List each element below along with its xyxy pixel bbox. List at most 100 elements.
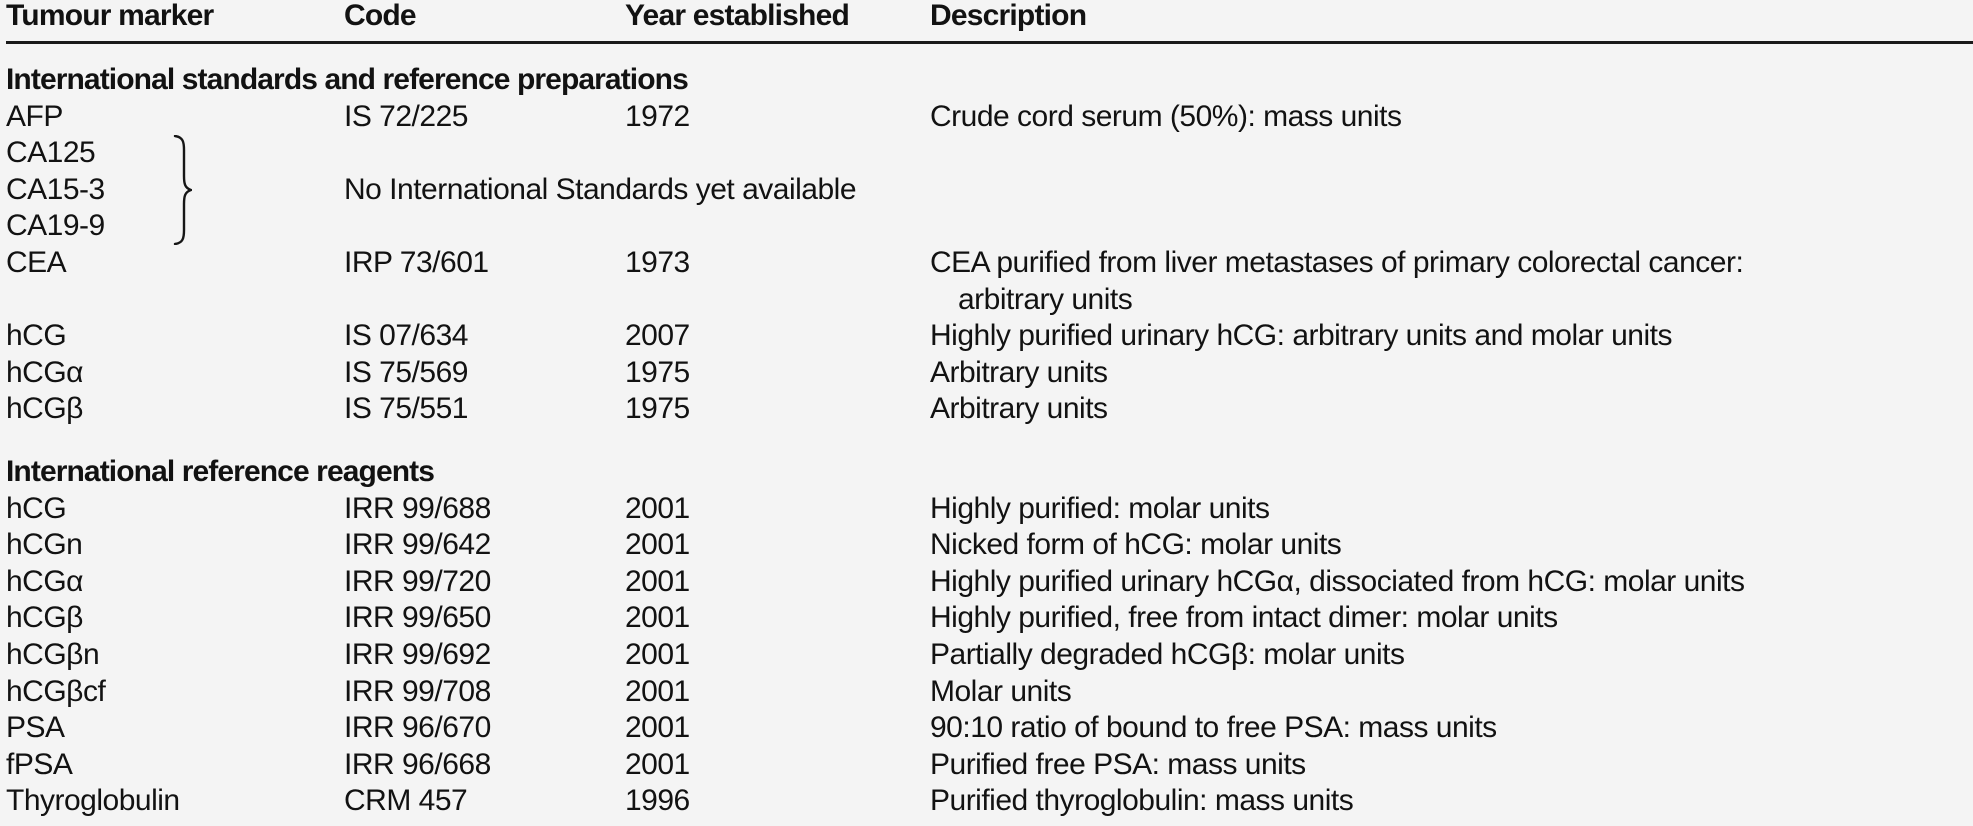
year-cell: 1975 xyxy=(625,355,690,389)
code-cell: IRR 99/692 xyxy=(344,637,491,671)
table-row: hCGα IS 75/569 1975 Arbitrary units xyxy=(6,355,1973,392)
bracket-row-group: CA125 CA15-3 CA19-9 No International Standa… xyxy=(6,134,1973,246)
marker-cell: hCGα xyxy=(6,355,84,389)
code-cell: IS 75/569 xyxy=(344,355,468,389)
marker-cell: hCG xyxy=(6,491,67,525)
description-cell: Highly purified urinary hCGα, dissociate… xyxy=(930,564,1973,601)
description-line: Partially degraded hCGβ: molar units xyxy=(930,637,1405,671)
marker-cell: CA15-3 xyxy=(6,172,105,206)
marker-cell: hCGβ xyxy=(6,392,83,426)
marker-cell: PSA xyxy=(6,711,65,745)
code-cell: IRP 73/601 xyxy=(344,245,489,279)
code-cell: IS 07/634 xyxy=(344,319,468,353)
description-cell: Nicked form of hCG: molar units xyxy=(930,527,1973,564)
year-cell: 1996 xyxy=(625,784,690,818)
code-cell: IRR 96/670 xyxy=(344,711,491,745)
description-cell: Arbitrary units xyxy=(930,355,1973,392)
marker-cell: hCGn xyxy=(6,528,83,562)
year-cell: 1973 xyxy=(625,245,690,279)
year-cell: 2001 xyxy=(625,637,690,671)
description-cell: Highly purified: molar units xyxy=(930,491,1973,528)
description-line: Highly purified: molar units xyxy=(930,491,1270,525)
marker-cell: hCGα xyxy=(6,564,84,598)
section-title: International reference reagents xyxy=(6,454,435,488)
table-row: Thyroglobulin CRM 457 1996 Purified thyrogl… xyxy=(6,783,1973,820)
table-row: AFP IS 72/225 1972 Crude cord serum (50%): … xyxy=(6,99,1973,136)
code-cell: IRR 99/708 xyxy=(344,674,491,708)
table-header-row: Tumour marker Code Year established Desc… xyxy=(6,0,1973,44)
description-cell: Partially degraded hCGβ: molar units xyxy=(930,637,1973,674)
year-cell: 1975 xyxy=(625,392,690,426)
description-line: Highly purified urinary hCGα, dissociate… xyxy=(930,564,1745,598)
code-cell: IRR 99/688 xyxy=(344,491,491,525)
code-cell: IS 72/225 xyxy=(344,99,468,133)
marker-cell: hCGβ xyxy=(6,601,83,635)
description-line: Nicked form of hCG: molar units xyxy=(930,528,1342,562)
description-cell: Crude cord serum (50%): mass units xyxy=(930,99,1973,136)
code-cell: IRR 99/650 xyxy=(344,601,491,635)
description-line: Purified thyroglobulin: mass units xyxy=(930,784,1354,818)
description-line: Purified free PSA: mass units xyxy=(930,747,1306,781)
year-cell: 2001 xyxy=(625,564,690,598)
marker-cell: hCG xyxy=(6,319,67,353)
code-cell: IRR 99/720 xyxy=(344,564,491,598)
table-row: hCGβ IS 75/551 1975 Arbitrary units xyxy=(6,391,1973,428)
table-row: hCG IRR 99/688 2001 Highly purified: molar … xyxy=(6,491,1973,528)
description-line: Highly purified urinary hCG: arbitrary u… xyxy=(930,319,1673,353)
description-cell: Molar units xyxy=(930,674,1973,711)
table-row: hCGβcf IRR 99/708 2001 Molar units xyxy=(6,674,1973,711)
description-line: Crude cord serum (50%): mass units xyxy=(930,99,1402,133)
marker-cell: AFP xyxy=(6,99,63,133)
table-row: hCGα IRR 99/720 2001 Highly purified urinar… xyxy=(6,564,1973,601)
year-cell: 2001 xyxy=(625,711,690,745)
column-header-year-established: Year established xyxy=(625,0,850,32)
column-header-description: Description xyxy=(930,0,1087,32)
description-line: 90:10 ratio of bound to free PSA: mass u… xyxy=(930,711,1497,745)
column-header-code: Code xyxy=(344,0,417,32)
description-cell: Arbitrary units xyxy=(930,391,1973,428)
description-line: arbitrary units xyxy=(958,282,1133,316)
year-cell: 2001 xyxy=(625,747,690,781)
year-cell: 2001 xyxy=(625,528,690,562)
section-title: International standards and reference pr… xyxy=(6,63,689,96)
year-cell: 1972 xyxy=(625,99,690,133)
code-cell: IRR 99/642 xyxy=(344,528,491,562)
description-cell: Purified thyroglobulin: mass units xyxy=(930,783,1973,820)
table-row: hCG IS 07/634 2007 Highly purified urinary … xyxy=(6,318,1973,355)
marker-cell: hCGβcf xyxy=(6,674,106,708)
marker-cell: Thyroglobulin xyxy=(6,784,180,818)
table-body: International standards and reference pr… xyxy=(6,62,1973,820)
description-line: CEA purified from liver metastases of pr… xyxy=(930,245,1744,279)
code-cell: CRM 457 xyxy=(344,784,468,818)
description-cell: Purified free PSA: mass units xyxy=(930,747,1973,784)
description-cell: CEA purified from liver metastases of pr… xyxy=(930,245,1973,318)
code-cell: IRR 96/668 xyxy=(344,747,491,781)
description-line: Highly purified, free from intact dimer:… xyxy=(930,601,1558,635)
marker-cell: CA19-9 xyxy=(6,209,105,243)
marker-cell: CA125 xyxy=(6,136,96,170)
code-cell: IS 75/551 xyxy=(344,392,468,426)
description-cell: Highly purified urinary hCG: arbitrary u… xyxy=(930,318,1973,355)
description-line: Arbitrary units xyxy=(930,392,1108,426)
table-row: hCGβ IRR 99/650 2001 Highly purified, free … xyxy=(6,600,1973,637)
table-row: fPSA IRR 96/668 2001 Purified free PSA: mas… xyxy=(6,747,1973,784)
description-line: Molar units xyxy=(930,674,1072,708)
marker-cell: fPSA xyxy=(6,747,73,781)
grouping-brace-icon xyxy=(172,134,195,246)
column-header-tumour-marker: Tumour marker xyxy=(6,0,214,32)
description-cell: 90:10 ratio of bound to free PSA: mass u… xyxy=(930,710,1973,747)
description-line: Arbitrary units xyxy=(930,355,1108,389)
marker-cell: CEA xyxy=(6,245,67,279)
year-cell: 2001 xyxy=(625,491,690,525)
year-cell: 2001 xyxy=(625,674,690,708)
table-row: PSA IRR 96/670 2001 90:10 ratio of bound to… xyxy=(6,710,1973,747)
table-row: hCGn IRR 99/642 2001 Nicked form of hCG: mo… xyxy=(6,527,1973,564)
marker-cell: hCGβn xyxy=(6,637,100,671)
year-cell: 2001 xyxy=(625,601,690,635)
table-row: CEA IRP 73/601 1973 CEA purified from liver… xyxy=(6,245,1973,318)
table-row: hCGβn IRR 99/692 2001 Partially degraded hC… xyxy=(6,637,1973,674)
description-cell: Highly purified, free from intact dimer:… xyxy=(930,600,1973,637)
group-note: No International Standards yet available xyxy=(344,172,857,206)
